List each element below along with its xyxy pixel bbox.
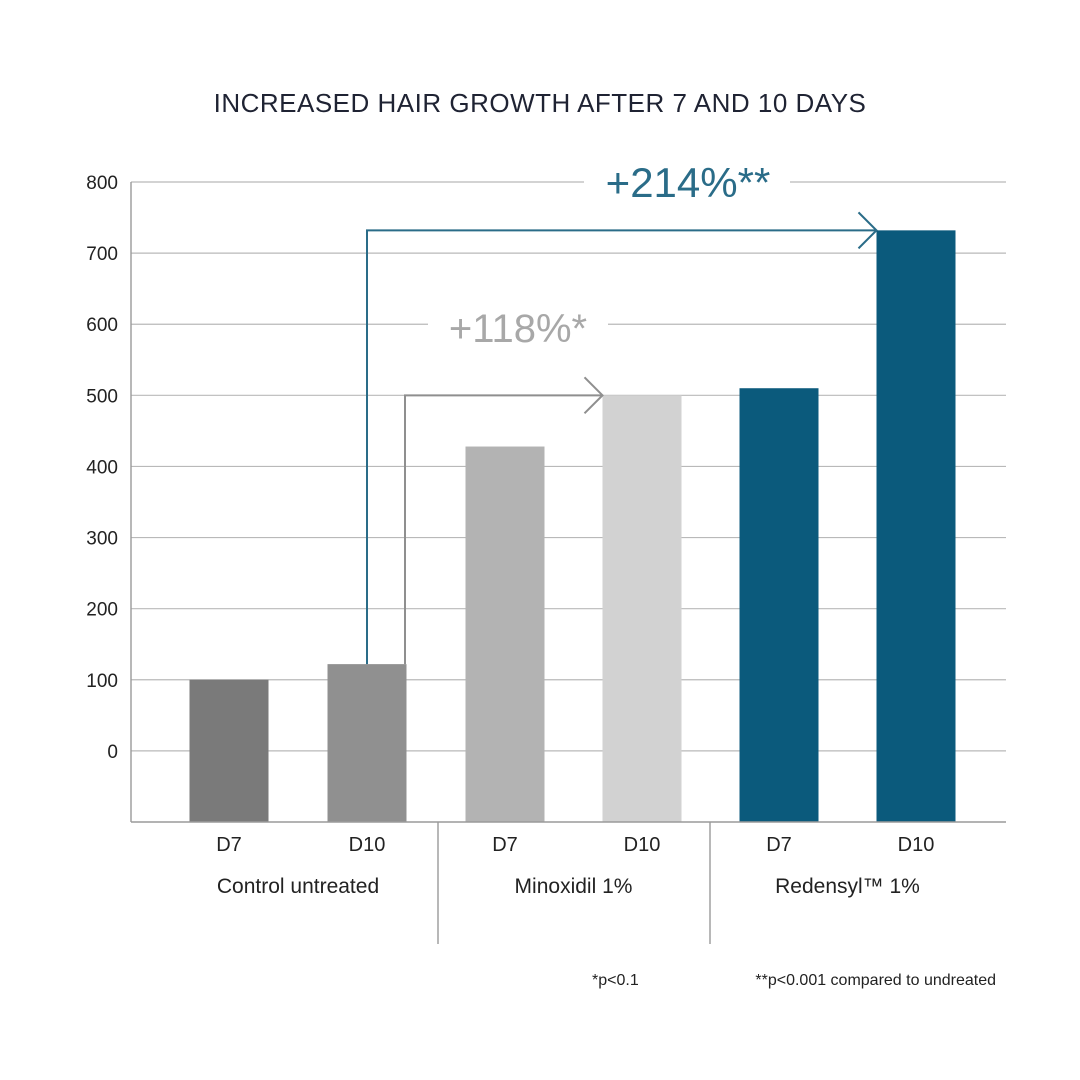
annotations: +214%** +118%* <box>366 159 878 665</box>
bar <box>465 446 545 822</box>
footnote: *p<0.1 <box>592 972 639 989</box>
x-tick-label: D7 <box>492 834 518 856</box>
y-tick-label: 700 <box>86 244 118 265</box>
annotation-label: +214%** <box>606 159 771 206</box>
axes <box>130 182 1006 944</box>
annotation-label: +118%* <box>449 307 587 351</box>
bars <box>189 230 956 822</box>
y-tick-label: 400 <box>86 457 118 478</box>
grid-lines <box>131 181 1006 752</box>
bar <box>189 679 269 822</box>
footnotes: *p<0.1 **p<0.001 compared to undreated <box>592 972 996 989</box>
annotation-label-bg <box>428 304 608 348</box>
y-tick-label: 500 <box>86 386 118 407</box>
arrowhead <box>583 376 604 415</box>
x-tick-label: D10 <box>349 834 386 856</box>
y-tick-label: 100 <box>86 671 118 692</box>
group-label: Minoxidil 1% <box>515 875 633 898</box>
bar <box>739 388 819 822</box>
x-tick-label: D10 <box>898 834 935 856</box>
y-tick-label: 300 <box>86 529 118 550</box>
y-axis-ticks: 800 700 600 500 400 300 200 100 0 <box>86 173 118 763</box>
group-label: Redensyl™ 1% <box>775 875 920 898</box>
chart-title: INCREASED HAIR GROWTH AFTER 7 AND 10 DAY… <box>214 88 867 118</box>
x-tick-label: D7 <box>216 834 242 856</box>
bar <box>327 664 407 822</box>
y-tick-label: 800 <box>86 173 118 194</box>
footnote: **p<0.001 compared to undreated <box>755 972 996 989</box>
annotation-arrow <box>366 229 877 665</box>
y-tick-label: 200 <box>86 600 118 621</box>
bar <box>602 395 682 822</box>
bar <box>876 230 956 822</box>
x-axis-labels: D7 D10 Control untreated D7 D10 Minoxidil 1% D… <box>216 834 934 898</box>
annotation-arrow <box>404 394 603 665</box>
annotation-label-bg <box>584 160 790 204</box>
x-tick-label: D10 <box>624 834 661 856</box>
y-tick-label: 0 <box>107 742 118 763</box>
group-label: Control untreated <box>217 875 379 898</box>
y-tick-label: 600 <box>86 315 118 336</box>
arrowhead <box>857 211 878 250</box>
x-tick-label: D7 <box>766 834 792 856</box>
